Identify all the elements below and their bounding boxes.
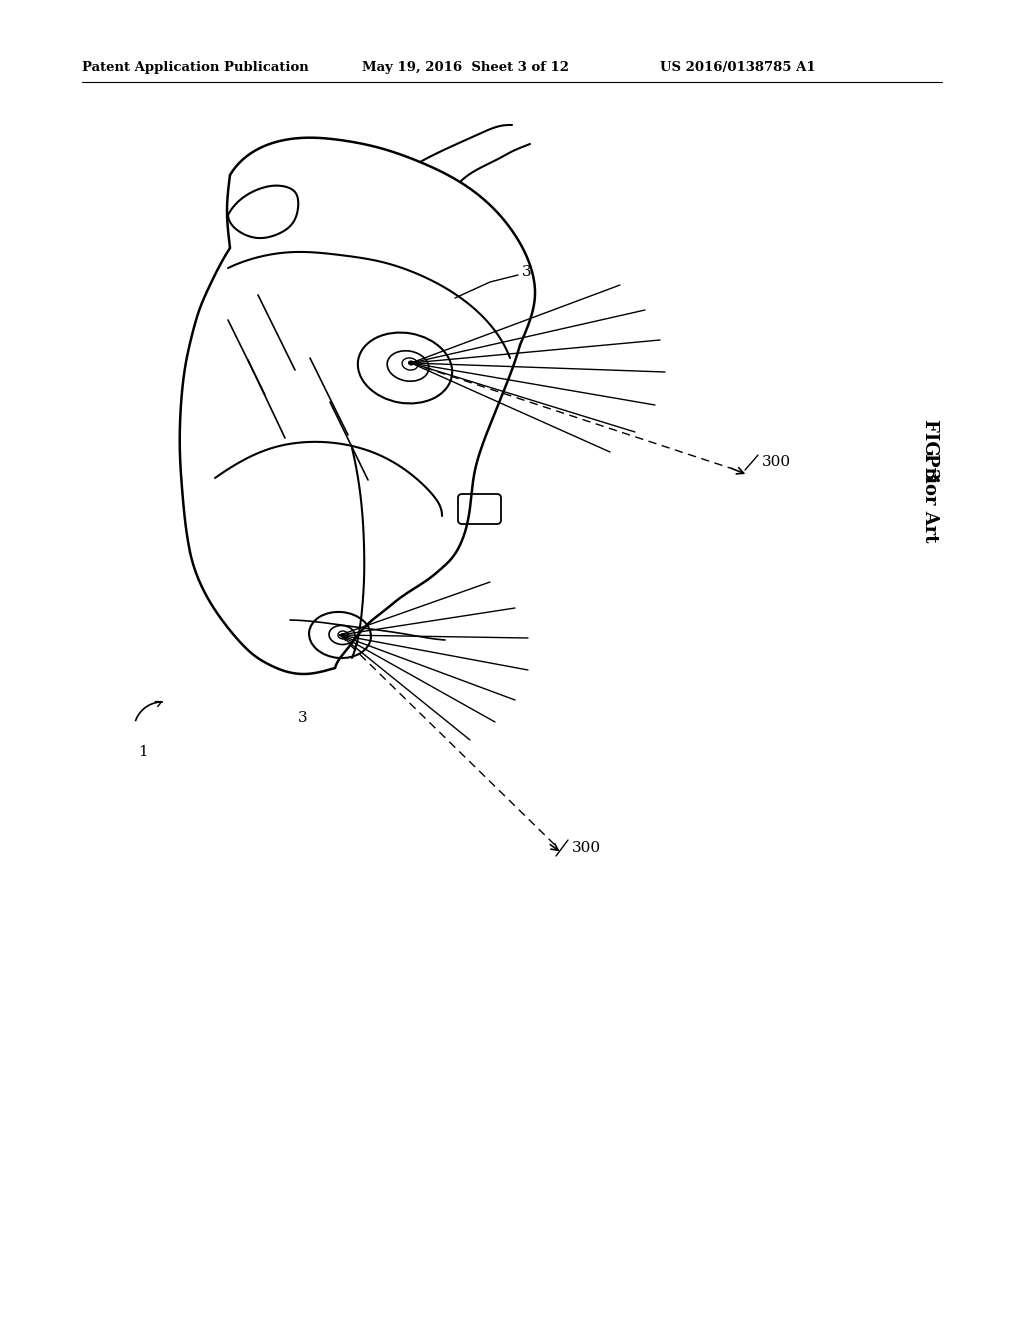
Text: 300: 300 bbox=[762, 455, 792, 469]
Text: Patent Application Publication: Patent Application Publication bbox=[82, 62, 309, 74]
Text: 300: 300 bbox=[572, 841, 601, 855]
Text: US 2016/0138785 A1: US 2016/0138785 A1 bbox=[660, 62, 816, 74]
Ellipse shape bbox=[409, 360, 414, 366]
Text: 3: 3 bbox=[522, 265, 531, 279]
Text: 3: 3 bbox=[298, 711, 307, 725]
Text: May 19, 2016  Sheet 3 of 12: May 19, 2016 Sheet 3 of 12 bbox=[362, 62, 569, 74]
Ellipse shape bbox=[341, 634, 345, 636]
Text: Prior Art: Prior Art bbox=[921, 453, 939, 543]
Text: FIG. 3: FIG. 3 bbox=[921, 420, 939, 480]
Text: 1: 1 bbox=[138, 744, 147, 759]
